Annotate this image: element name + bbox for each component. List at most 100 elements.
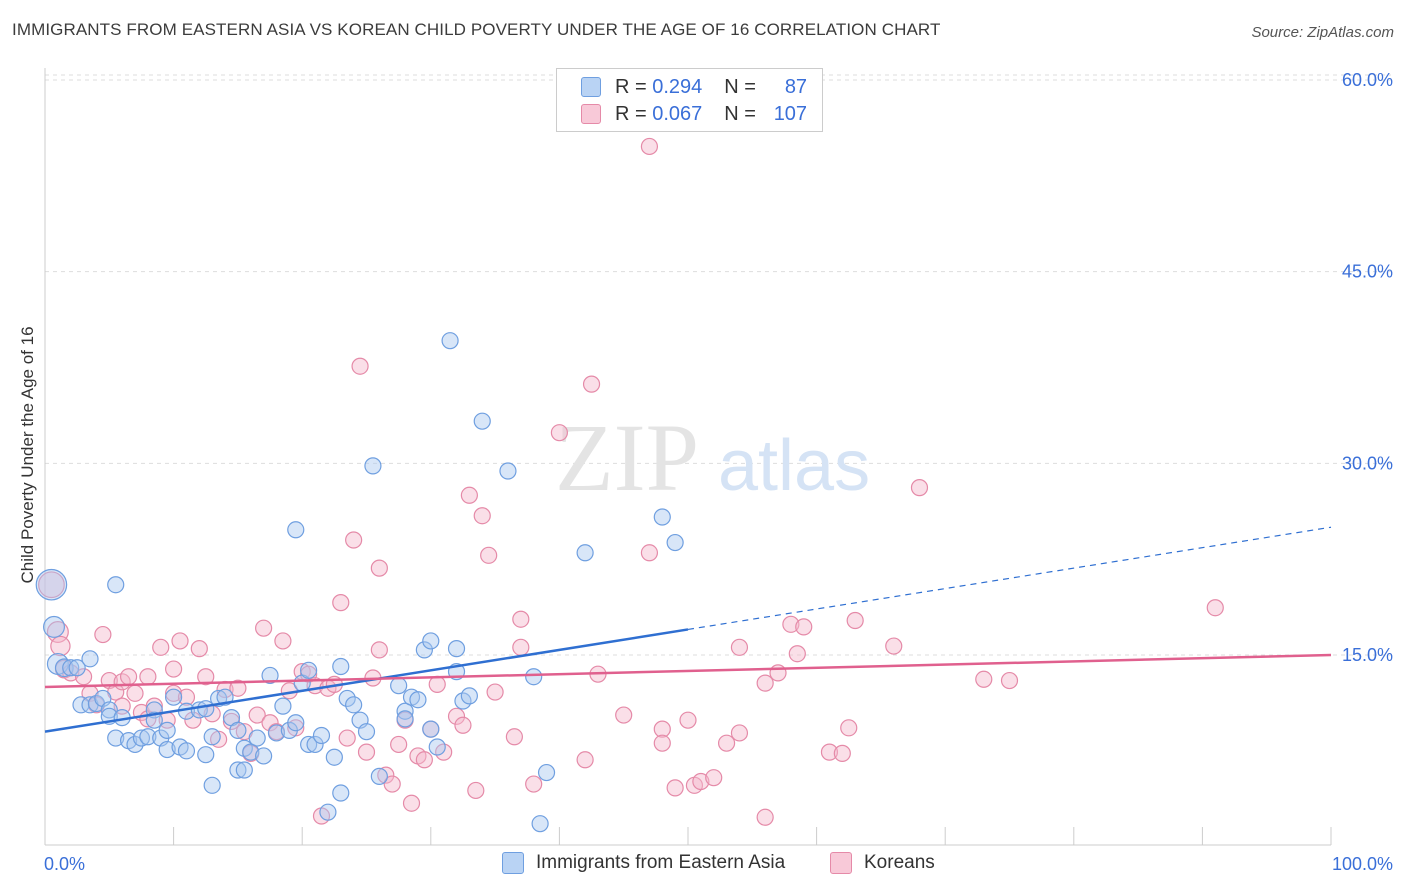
korean-point (139, 668, 157, 686)
watermark-zip: ZIP (555, 404, 699, 511)
eastern-asia-point (235, 761, 253, 779)
eastern-asia-point (255, 747, 273, 765)
korean-point (756, 808, 774, 826)
eastern-asia-point (274, 697, 292, 715)
eastern-asia-point (332, 784, 350, 802)
eastern-asia-point (428, 738, 446, 756)
eastern-asia-point (43, 615, 66, 638)
koreans-points (38, 137, 1224, 826)
series-legend-koreans: Koreans (830, 852, 935, 874)
korean-point (428, 675, 446, 693)
korean-point (390, 735, 408, 754)
eastern-asia-point (177, 742, 196, 760)
korean-point (582, 375, 601, 393)
korean-point (447, 707, 466, 725)
korean-point (119, 668, 138, 686)
korean-point (512, 610, 530, 628)
eastern-asia-point (300, 735, 318, 754)
eastern-asia-point (576, 544, 594, 562)
korean-point (74, 668, 93, 686)
eastern-asia-point (422, 720, 440, 738)
tick-labels: 15.0% 30.0% 45.0% 60.0% 0.0% 100.0% (44, 70, 1393, 874)
korean-point (177, 688, 196, 706)
eastern-asia-point (242, 743, 260, 761)
legend-swatch-pink (581, 104, 601, 124)
series-swatch-pink (830, 852, 852, 874)
eastern-asia-point (107, 729, 125, 747)
legend-r-label: R = (615, 75, 647, 98)
y-tick-label: 30.0% (1342, 453, 1393, 473)
korean-point (730, 638, 749, 656)
korean-point (910, 479, 929, 497)
eastern-asia-point (139, 728, 157, 746)
korean-point (460, 486, 478, 504)
watermark: ZIP atlas (555, 404, 870, 511)
korean-trend-line (44, 653, 1332, 689)
legend-n-label: N = (724, 102, 756, 125)
korean-point (351, 357, 369, 375)
eastern-asia-point (447, 640, 466, 658)
eastern-asia-point (325, 748, 343, 766)
korean-point (229, 679, 247, 697)
korean-point (505, 728, 523, 746)
eastern-asia-point (390, 677, 408, 695)
korean-point (274, 632, 292, 650)
trend-lines (44, 526, 1332, 733)
axes (44, 68, 1332, 846)
korean-point (525, 775, 543, 793)
korean-point (171, 632, 189, 650)
eastern-asia-point (666, 533, 684, 552)
korean-point (679, 711, 697, 729)
eastern-asia-point (229, 721, 247, 739)
eastern-asia-point (261, 666, 279, 685)
x-tick-label: 100.0% (1332, 854, 1393, 874)
eastern-asia-point (229, 761, 247, 779)
eastern-asia-point (312, 726, 331, 745)
eastern-asia-point (54, 658, 74, 678)
korean-point (640, 137, 659, 156)
korean-point (197, 668, 215, 686)
eastern-asia-point (203, 728, 221, 746)
y-tick-label: 15.0% (1342, 645, 1393, 665)
korean-point (730, 724, 749, 742)
eastern-asia-point (319, 803, 337, 821)
eastern-asia-point (267, 724, 286, 742)
eastern-asia-point (35, 568, 68, 601)
legend-r-value: 0.294 (652, 75, 703, 98)
correlation-legend: R = 0.294 N = 87 R = 0.067 N = 107 (556, 68, 823, 132)
korean-point (756, 674, 774, 692)
eastern-asia-point (422, 632, 440, 650)
korean-point (94, 625, 112, 644)
korean-point (576, 751, 594, 769)
eastern-asia-point (197, 746, 215, 764)
korean-point (640, 544, 659, 562)
korean-point (666, 779, 684, 797)
eastern-asia-point (499, 462, 517, 480)
eastern-asia-trend-extension (687, 526, 1332, 631)
korean-point (788, 645, 806, 663)
eastern-asia-point (81, 650, 99, 668)
eastern-asia-point (287, 714, 305, 732)
korean-point (692, 772, 710, 791)
x-tick-label: 0.0% (44, 854, 85, 874)
korean-point (402, 794, 421, 812)
legend-r-value: 0.067 (652, 102, 703, 125)
korean-point (1206, 599, 1224, 617)
source-credit: Source: ZipAtlas.com (1251, 24, 1394, 41)
watermark-atlas: atlas (718, 426, 870, 506)
series-swatch-blue (502, 852, 524, 874)
korean-point (454, 716, 472, 734)
korean-point (486, 683, 504, 701)
korean-point (345, 531, 363, 549)
eastern-asia-point (107, 576, 125, 594)
korean-point (769, 664, 787, 682)
legend-row-koreans: R = 0.067 N = 107 (581, 102, 807, 126)
korean-point (550, 424, 569, 442)
series-legend-label: Koreans (864, 852, 935, 873)
eastern-asia-point (653, 508, 671, 526)
legend-swatch-blue (581, 77, 601, 97)
korean-point (473, 507, 491, 525)
legend-n-value: 107 (773, 102, 808, 125)
korean-point (255, 619, 273, 637)
eastern-asia-point (248, 729, 266, 747)
